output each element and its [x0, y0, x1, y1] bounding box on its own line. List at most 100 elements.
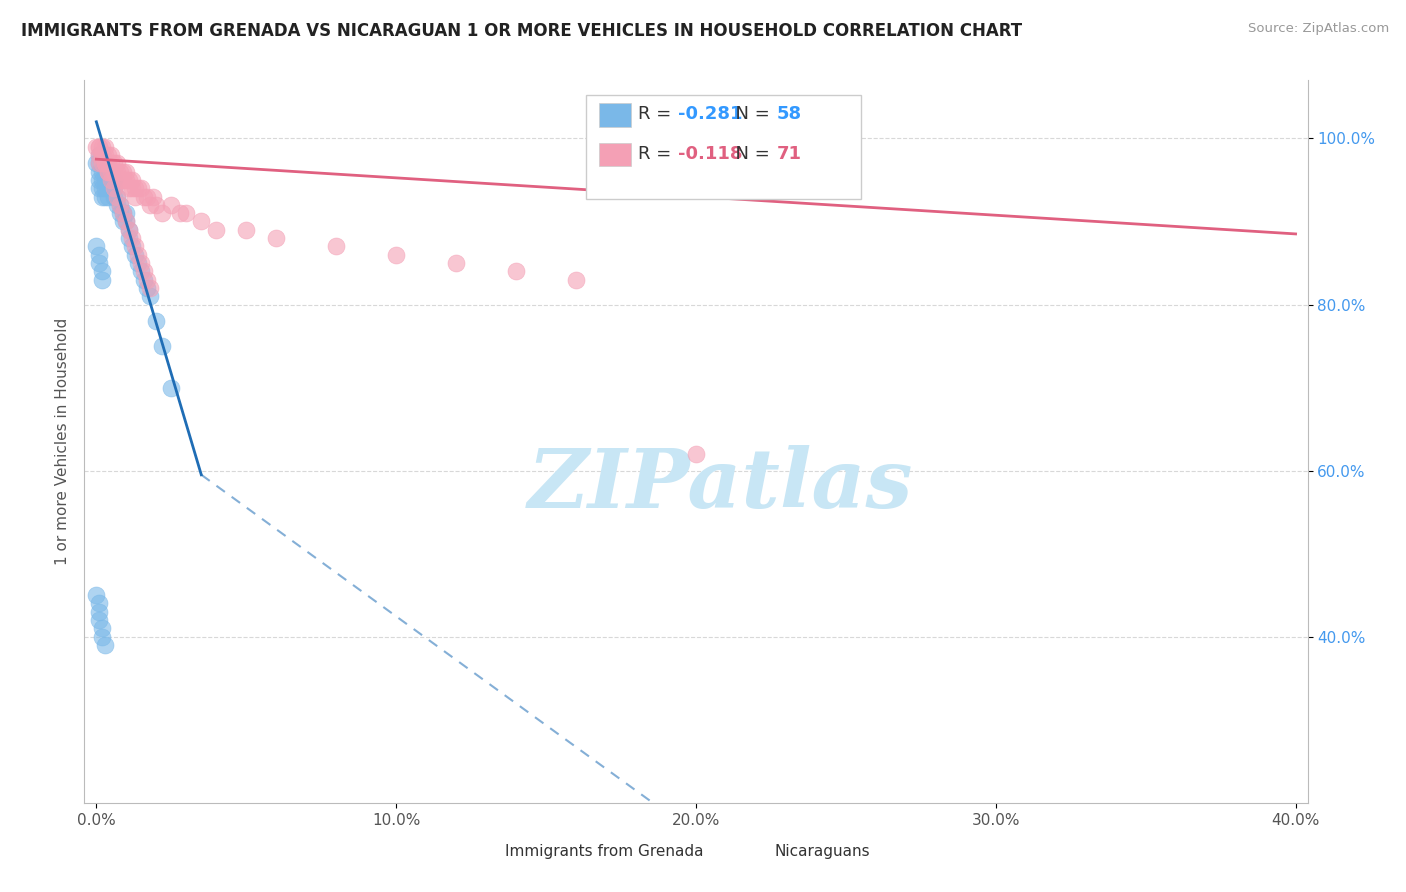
Point — [94, 148, 117, 162]
Point — [121, 173, 143, 187]
Y-axis label: 1 or more Vehicles in Household: 1 or more Vehicles in Household — [55, 318, 70, 566]
Text: -0.281: -0.281 — [678, 105, 742, 123]
Point — [145, 314, 167, 328]
Point — [91, 189, 114, 203]
Point — [100, 181, 122, 195]
Point — [124, 181, 146, 195]
Point — [235, 223, 257, 237]
Point — [89, 148, 111, 162]
Point — [150, 339, 173, 353]
Point — [136, 189, 159, 203]
Point — [112, 206, 135, 220]
Text: R =: R = — [638, 145, 678, 163]
Point — [150, 206, 173, 220]
Point — [91, 148, 114, 162]
FancyBboxPatch shape — [599, 103, 631, 127]
Point — [89, 139, 111, 153]
Point — [121, 239, 143, 253]
Point — [105, 198, 128, 212]
Point — [118, 223, 141, 237]
Point — [94, 139, 117, 153]
Point — [139, 198, 162, 212]
Point — [264, 231, 287, 245]
Point — [118, 231, 141, 245]
Point — [97, 181, 120, 195]
Point — [110, 206, 132, 220]
Text: N =: N = — [724, 105, 776, 123]
Point — [86, 239, 108, 253]
Point — [97, 173, 120, 187]
Point — [115, 206, 138, 220]
Point — [89, 256, 111, 270]
Point — [110, 173, 132, 187]
Point — [89, 597, 111, 611]
Point — [94, 638, 117, 652]
Point — [91, 148, 114, 162]
Point — [190, 214, 212, 228]
Text: R =: R = — [638, 105, 678, 123]
Point — [685, 447, 707, 461]
Point — [100, 148, 122, 162]
Point — [124, 239, 146, 253]
Point — [118, 173, 141, 187]
Point — [160, 380, 183, 394]
Point — [89, 248, 111, 262]
Text: Nicaraguans: Nicaraguans — [775, 845, 870, 859]
Point — [112, 164, 135, 178]
Point — [134, 189, 156, 203]
Point — [89, 156, 111, 170]
FancyBboxPatch shape — [586, 95, 860, 200]
Point — [97, 164, 120, 178]
Point — [94, 173, 117, 187]
Point — [94, 156, 117, 170]
Point — [124, 189, 146, 203]
Point — [91, 148, 114, 162]
Point — [145, 198, 167, 212]
Point — [136, 272, 159, 286]
Text: 58: 58 — [776, 105, 801, 123]
Text: N =: N = — [724, 145, 776, 163]
Point — [112, 173, 135, 187]
Point — [89, 613, 111, 627]
FancyBboxPatch shape — [599, 143, 631, 166]
Point — [86, 588, 108, 602]
Point — [91, 264, 114, 278]
Point — [100, 173, 122, 187]
Point — [139, 289, 162, 303]
Point — [385, 248, 408, 262]
Point — [94, 164, 117, 178]
FancyBboxPatch shape — [742, 843, 769, 862]
Point — [89, 164, 111, 178]
Point — [91, 621, 114, 635]
Point — [127, 248, 149, 262]
Point — [103, 164, 125, 178]
Point — [118, 223, 141, 237]
Point — [115, 164, 138, 178]
Point — [97, 164, 120, 178]
Point — [105, 189, 128, 203]
Point — [86, 156, 108, 170]
Point — [97, 156, 120, 170]
Point — [103, 173, 125, 187]
Point — [89, 139, 111, 153]
Point — [115, 173, 138, 187]
Point — [94, 156, 117, 170]
Point — [100, 156, 122, 170]
Point — [97, 189, 120, 203]
Text: IMMIGRANTS FROM GRENADA VS NICARAGUAN 1 OR MORE VEHICLES IN HOUSEHOLD CORRELATIO: IMMIGRANTS FROM GRENADA VS NICARAGUAN 1 … — [21, 22, 1022, 40]
Point — [136, 281, 159, 295]
Point — [103, 181, 125, 195]
Point — [205, 223, 228, 237]
Point — [89, 181, 111, 195]
Point — [325, 239, 347, 253]
Point — [86, 139, 108, 153]
Point — [134, 272, 156, 286]
Point — [565, 272, 588, 286]
FancyBboxPatch shape — [474, 843, 501, 862]
Point — [100, 173, 122, 187]
Point — [110, 198, 132, 212]
Text: -0.118: -0.118 — [678, 145, 742, 163]
Text: Immigrants from Grenada: Immigrants from Grenada — [505, 845, 703, 859]
Point — [94, 156, 117, 170]
Point — [91, 630, 114, 644]
